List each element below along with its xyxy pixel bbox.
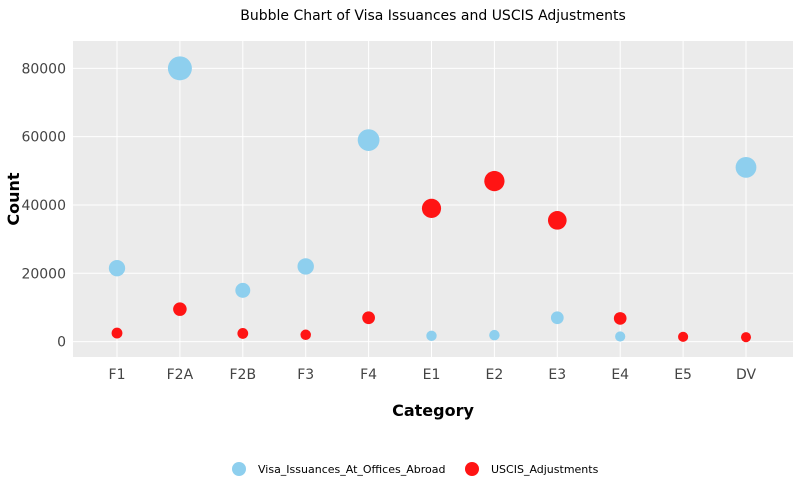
bubble-point[interactable] [362, 311, 375, 325]
bubble-point[interactable] [297, 258, 314, 275]
y-tick-label: 0 [57, 335, 66, 351]
chart-title: Bubble Chart of Visa Issuances and USCIS… [240, 8, 626, 24]
bubble-point[interactable] [615, 331, 626, 342]
bubble-point[interactable] [484, 170, 505, 192]
bubble-point[interactable] [426, 330, 437, 341]
bubble-point[interactable] [678, 331, 689, 342]
bubble-point[interactable] [740, 332, 752, 343]
x-tick-label: F2A [167, 367, 194, 383]
legend: Visa_Issuances_At_Offices_Abroad USCIS_Ad… [232, 462, 599, 476]
x-tick-label: E3 [548, 367, 566, 383]
x-tick-label: E1 [423, 367, 441, 383]
x-axis-title: Category [392, 401, 474, 420]
bubble-point[interactable] [173, 302, 187, 316]
x-tick-label: DV [736, 367, 757, 383]
y-axis-title: Count [4, 172, 23, 226]
bubble-point[interactable] [613, 312, 627, 325]
legend-marker [232, 462, 246, 476]
bubble-point[interactable] [547, 211, 567, 230]
bubble-point[interactable] [735, 157, 757, 178]
bubble-point[interactable] [167, 56, 192, 81]
bubble-point[interactable] [111, 327, 123, 339]
y-tick-label: 20000 [21, 266, 66, 282]
bubble-point[interactable] [237, 328, 249, 339]
bubble-point[interactable] [421, 198, 442, 218]
x-tick-label: F4 [360, 367, 377, 383]
bubbles [108, 56, 757, 343]
x-tick-label: F1 [109, 367, 126, 383]
x-tick-label: E4 [611, 367, 629, 383]
y-tick-label: 60000 [21, 130, 66, 146]
x-tick-label: E2 [486, 367, 504, 383]
bubble-point[interactable] [300, 329, 311, 341]
legend-marker [465, 462, 479, 476]
bubble-point[interactable] [357, 129, 380, 151]
bubble-point[interactable] [489, 329, 500, 341]
x-tick-label: E5 [674, 367, 692, 383]
x-tick-label: F2B [230, 367, 257, 383]
bubble-point[interactable] [235, 282, 251, 298]
legend-label: USCIS_Adjustments [491, 463, 599, 476]
y-axis-ticks: 0 20000 40000 60000 80000 [21, 61, 66, 350]
y-tick-label: 40000 [21, 198, 66, 214]
x-axis-ticks: F1 F2A F2B F3 F4 E1 E2 E3 E4 E5 DV [109, 367, 757, 383]
x-tick-label: F3 [297, 367, 314, 383]
bubble-point[interactable] [550, 311, 564, 325]
legend-label: Visa_Issuances_At_Offices_Abroad [258, 463, 445, 476]
y-tick-label: 80000 [21, 61, 66, 77]
bubble-point[interactable] [108, 260, 126, 277]
